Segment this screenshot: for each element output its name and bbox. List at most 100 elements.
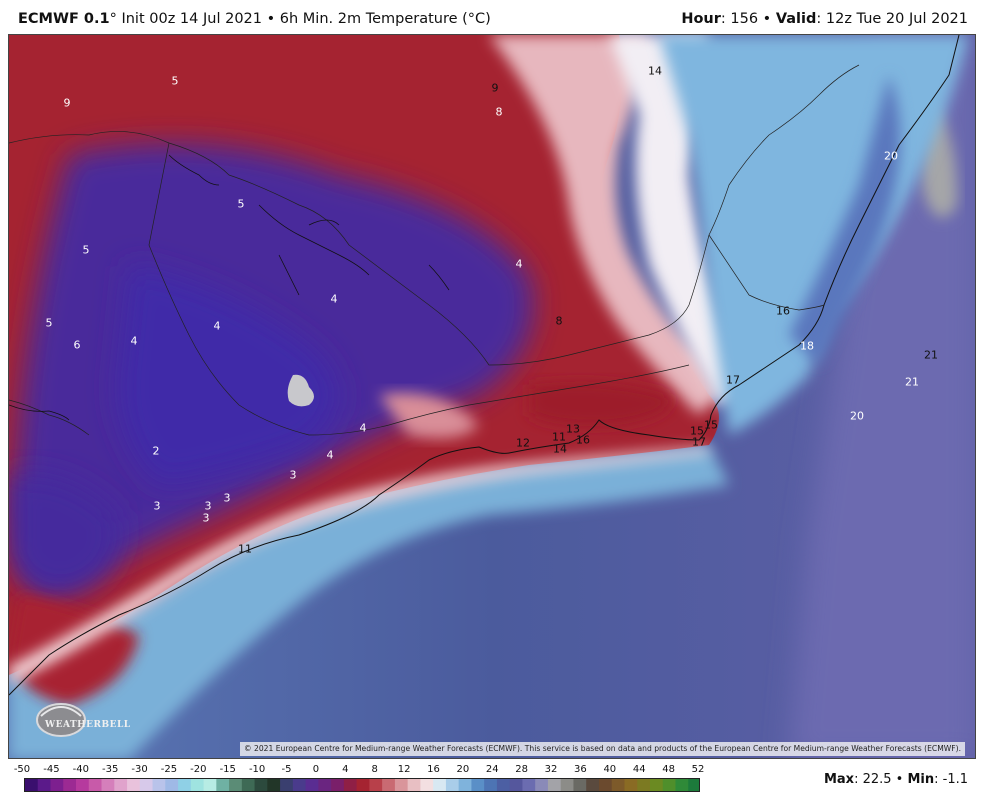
colorbar-segment xyxy=(547,779,562,791)
legend-ticks: -50 -45 -40 -35 -30 -25 -20 -15 -10 -5 0 4 8 12 16 20 24… xyxy=(0,764,984,778)
max-value: : 22.5 • xyxy=(854,772,908,787)
temp-label: 11 xyxy=(552,430,566,444)
temp-label: 5 xyxy=(82,243,90,257)
colorbar xyxy=(24,778,700,792)
legend-tick: 52 xyxy=(691,764,705,775)
colorbar-segment xyxy=(76,779,90,791)
weatherbell-logo: WEATHERBELL xyxy=(23,694,130,742)
colorbar-segment xyxy=(637,779,651,791)
colorbar-segment xyxy=(688,779,699,791)
colorbar-segment xyxy=(165,779,179,791)
legend-tick: -30 xyxy=(131,764,148,775)
colorbar-segment xyxy=(675,779,689,791)
temp-label: 4 xyxy=(213,319,221,333)
colorbar-segment xyxy=(458,779,473,791)
temp-label: 8 xyxy=(495,105,503,119)
colorbar-segment xyxy=(254,779,268,791)
colorbar-segment xyxy=(382,779,396,791)
colorbar-segment xyxy=(292,779,307,791)
colorbar-segment xyxy=(394,779,409,791)
temp-label: 5 xyxy=(45,316,53,330)
max-label: Max xyxy=(823,772,855,787)
hour-label: Hour xyxy=(681,11,721,27)
legend-tick: -35 xyxy=(102,764,119,775)
colorbar-segment xyxy=(114,779,128,791)
legend-tick: 20 xyxy=(456,764,470,775)
colorbar-segment xyxy=(139,779,154,791)
coast-strip xyxy=(9,447,709,685)
colorbar-segment xyxy=(318,779,332,791)
legend-tick: 16 xyxy=(427,764,440,775)
colorbar-segment xyxy=(127,779,141,791)
temp-label: 11 xyxy=(238,542,252,556)
copyright-notice: © 2021 European Centre for Medium-range … xyxy=(240,742,965,756)
temp-label: 4 xyxy=(330,292,338,306)
colorbar-segment xyxy=(331,779,345,791)
colorbar-segment xyxy=(560,779,575,791)
cold-southwest xyxy=(9,473,121,595)
colorbar-segment xyxy=(190,779,205,791)
colorbar-segment xyxy=(445,779,460,791)
colorbar-segment xyxy=(496,779,511,791)
min-label: Min xyxy=(907,772,935,787)
temp-label: 14 xyxy=(648,64,662,78)
legend-tick: -10 xyxy=(248,764,266,775)
highland-spot xyxy=(287,374,314,407)
colorbar-segment xyxy=(624,779,638,791)
colorbar-segment xyxy=(598,779,613,791)
coastal-shelf xyxy=(9,445,729,758)
warm-pocket-east xyxy=(529,381,671,427)
colorbar-segment xyxy=(229,779,243,791)
forecast-time: Hour: 156 • Valid: 12z Tue 20 Jul 2021 xyxy=(681,11,968,27)
temp-label: 2 xyxy=(152,444,160,458)
coldest-core xyxy=(117,265,339,485)
map-canvas xyxy=(9,35,975,758)
colorbar-segment xyxy=(203,779,217,791)
legend-tick: 24 xyxy=(485,764,499,775)
colorbar-segment xyxy=(101,779,115,791)
map-header: ECMWF 0.1° Init 00z 14 Jul 2021 • 6h Min… xyxy=(0,0,984,34)
colorbar-segment xyxy=(535,779,549,791)
river-lines xyxy=(168,154,450,291)
state-border-1 xyxy=(9,64,860,366)
colorbar-segment xyxy=(420,779,434,791)
colorbar-segment xyxy=(356,779,370,791)
logo-mark xyxy=(36,703,86,737)
temp-label: 5 xyxy=(237,197,245,211)
legend-tick: -15 xyxy=(219,764,236,775)
temp-label: 21 xyxy=(905,375,919,389)
colorbar-segment xyxy=(662,779,677,791)
legend-tick: -40 xyxy=(72,764,89,775)
temp-label: 18 xyxy=(800,339,814,353)
color-legend: -50 -45 -40 -35 -30 -25 -20 -15 -10 -5 0 4 8 12 16 20 24… xyxy=(0,760,984,808)
colorbar-segment xyxy=(509,779,524,791)
temp-label: 15 xyxy=(704,418,718,432)
legend-tick: 32 xyxy=(544,764,558,775)
temp-label: 14 xyxy=(553,442,567,456)
temp-label: 3 xyxy=(153,499,161,513)
land-coastal-cool xyxy=(789,75,901,365)
temp-label: 3 xyxy=(204,499,212,513)
colorbar-segment xyxy=(343,779,358,791)
colorbar-segment xyxy=(407,779,421,791)
legend-tick: 8 xyxy=(371,764,378,775)
temp-label: 15 xyxy=(690,424,704,438)
legend-tick: 44 xyxy=(632,764,646,775)
lake-outline xyxy=(9,404,70,421)
temp-label: 3 xyxy=(289,468,297,482)
colorbar-segment xyxy=(178,779,192,791)
colorbar-segment xyxy=(37,779,52,791)
colorbar-segment xyxy=(50,779,64,791)
valid-value: : 12z Tue 20 Jul 2021 xyxy=(816,11,968,27)
state-border-2 xyxy=(148,142,690,436)
legend-tick: -50 xyxy=(13,764,31,775)
legend-tick: 36 xyxy=(574,764,587,775)
title: ECMWF 0.1° Init 00z 14 Jul 2021 • 6h Min… xyxy=(18,11,491,27)
colorbar-segment xyxy=(573,779,587,791)
legend-tick: 0 xyxy=(312,764,320,775)
colorbar-segment xyxy=(471,779,485,791)
colorbar-segment xyxy=(611,779,626,791)
temp-label: 21 xyxy=(924,348,938,362)
colorbar-segment xyxy=(25,779,39,791)
colorbar-segment xyxy=(649,779,664,791)
